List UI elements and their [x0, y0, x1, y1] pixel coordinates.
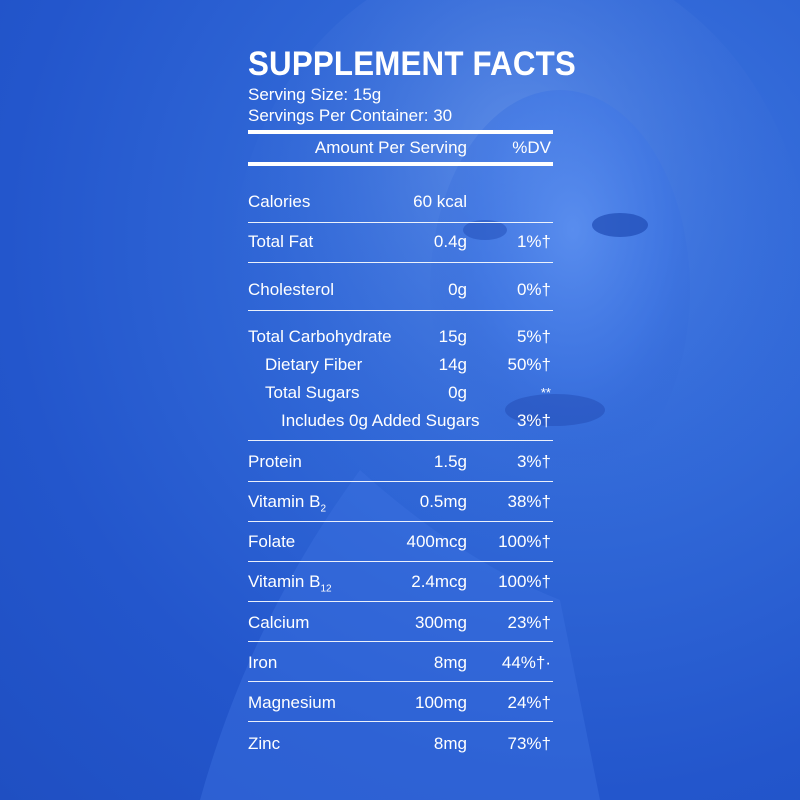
nutrient-amount: 15g [438, 327, 467, 346]
nutrient-row: Protein 1.5g 3%† [248, 451, 553, 473]
nutrient-dv: 5%† [516, 327, 551, 346]
servings-per-container: Servings Per Container: 30 [248, 106, 453, 125]
panel-title: SUPPLEMENT FACTS [248, 45, 576, 83]
nutrient-row: Calcium 300mg 23%† [248, 612, 553, 634]
column-header: Amount Per Serving %DV [248, 134, 553, 166]
nutrient-name: Vitamin B12 [248, 571, 332, 600]
nutrient-amount: 8mg [433, 653, 467, 672]
supplement-facts-panel: SUPPLEMENT FACTS Serving Size: 15g Servi… [248, 44, 576, 166]
vitamin-letter: Vitamin B [248, 492, 321, 511]
row-divider [248, 222, 553, 223]
row-divider [248, 310, 553, 311]
nutrient-amount: 2.4mcg [411, 572, 467, 591]
vitamin-subscript: 12 [320, 583, 332, 595]
nutrient-row: Total Sugars 0g ** [248, 382, 553, 404]
nutrient-amount: 1.5g [433, 452, 467, 471]
row-divider [248, 721, 553, 722]
nutrient-row: Iron 8mg 44%†· [248, 652, 553, 674]
nutrient-name: Total Carbohydrate [248, 327, 392, 346]
row-divider [248, 641, 553, 642]
nutrient-dv: 24%† [507, 693, 551, 712]
nutrient-row: Dietary Fiber 14g 50%† [248, 354, 553, 376]
nutrient-amount: 0g [448, 280, 467, 299]
nutrient-row: Zinc 8mg 73%† [248, 733, 553, 755]
nutrient-name: Zinc [248, 734, 281, 753]
nutrient-dv: 44%†· [501, 653, 551, 672]
nutrient-name: Calories [248, 192, 311, 211]
nutrient-row: Vitamin B12 2.4mcg 100%† [248, 571, 553, 594]
nutrient-name: Folate [248, 532, 296, 551]
nutrient-dv: 50%† [507, 355, 551, 374]
nutrient-row: Total Fat 0.4g 1%† [248, 231, 553, 253]
nutrient-row: Magnesium 100mg 24%† [248, 692, 553, 714]
row-divider [248, 440, 553, 441]
amount-header: Amount Per Serving [314, 138, 467, 157]
nutrient-dv: 3%† [516, 452, 551, 471]
nutrient-dv: 38%† [507, 492, 551, 511]
nutrient-amount: 0g [448, 383, 467, 402]
row-divider [248, 561, 553, 562]
serving-size: Serving Size: 15g [248, 85, 382, 104]
nutrient-row: Calories 60 kcal [248, 191, 553, 213]
row-divider [248, 521, 553, 522]
nutrient-dv: 100%† [498, 572, 551, 591]
vitamin-subscript: 2 [320, 503, 327, 515]
nutrient-dv: 3%† [516, 411, 551, 430]
nutrient-name: Includes 0g Added Sugars [281, 411, 480, 430]
nutrient-row: Cholesterol 0g 0%† [248, 279, 553, 301]
nutrient-dv: 1%† [516, 232, 551, 251]
row-divider [248, 481, 553, 482]
nutrient-name: Calcium [248, 613, 310, 632]
thick-divider [248, 130, 553, 134]
nutrient-dv: 23%† [507, 613, 551, 632]
nutrient-amount: 0.4g [433, 232, 467, 251]
nutrient-amount: 100mg [415, 693, 467, 712]
row-divider [248, 601, 553, 602]
nutrient-name: Cholesterol [248, 280, 334, 299]
nutrient-name: Total Fat [248, 232, 314, 251]
nutrient-amount: 60 kcal [413, 192, 467, 211]
dv-header: %DV [512, 138, 551, 157]
nutrient-amount: 0.5mg [419, 492, 467, 511]
row-divider [248, 262, 553, 263]
nutrient-amount: 300mg [415, 613, 467, 632]
row-divider [248, 681, 553, 682]
nutrient-table: Calories 60 kcal Total Fat 0.4g 1%† Chol… [248, 0, 553, 800]
nutrient-row: Includes 0g Added Sugars 3%† [248, 410, 553, 432]
nutrient-dv: ** [540, 385, 551, 400]
nutrient-dv: 100%† [498, 532, 551, 551]
nutrient-name: Magnesium [248, 693, 336, 712]
nutrient-row: Total Carbohydrate 15g 5%† [248, 326, 553, 348]
nutrient-row: Folate 400mcg 100%† [248, 531, 553, 553]
nutrient-dv: 73%† [507, 734, 551, 753]
nutrient-name: Iron [248, 653, 278, 672]
nutrient-name: Dietary Fiber [265, 355, 363, 374]
nutrient-row: Vitamin B2 0.5mg 38%† [248, 491, 553, 514]
vitamin-letter: Vitamin B [248, 572, 321, 591]
nutrient-name: Total Sugars [265, 383, 360, 402]
nutrient-amount: 14g [438, 355, 467, 374]
nutrient-name: Protein [248, 452, 302, 471]
nutrient-name: Vitamin B2 [248, 491, 326, 520]
nutrient-dv: 0%† [516, 280, 551, 299]
nutrient-amount: 400mcg [406, 532, 467, 551]
nutrient-amount: 8mg [433, 734, 467, 753]
